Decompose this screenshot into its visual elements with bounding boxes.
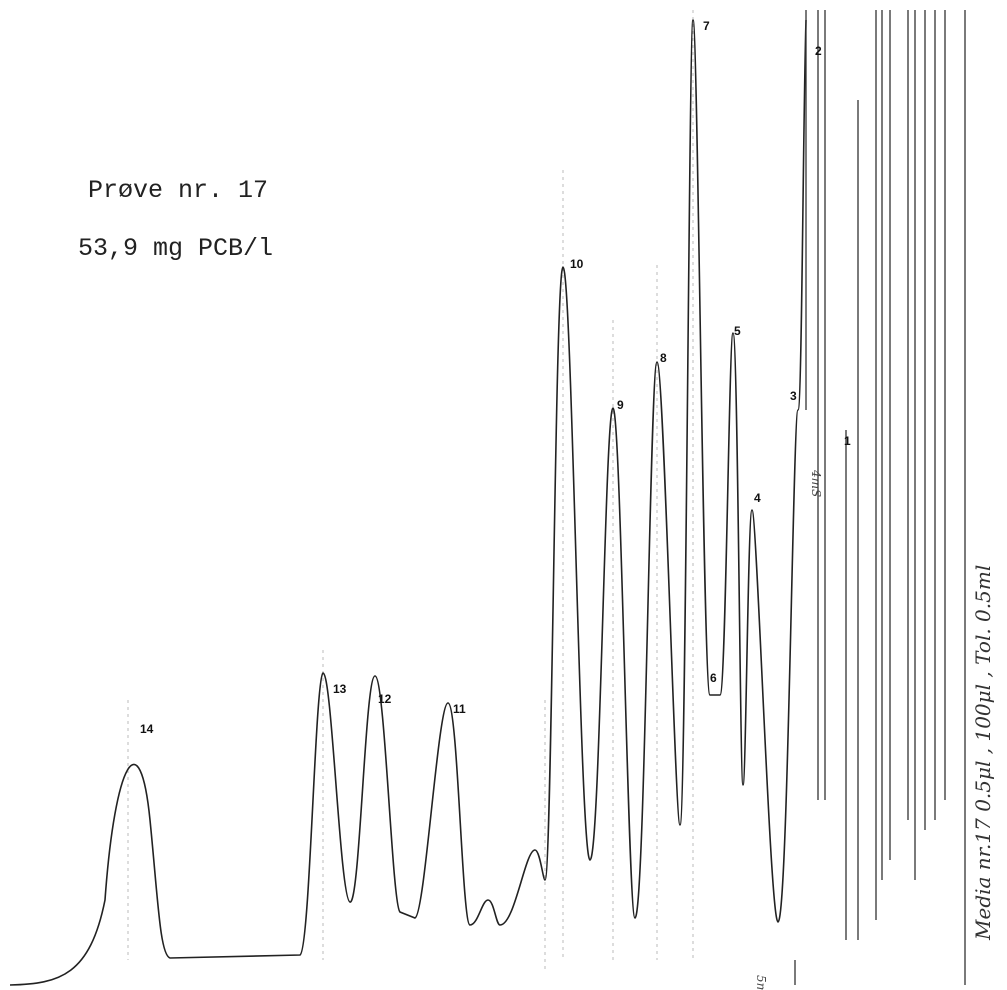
overloaded-peaks <box>805 10 966 985</box>
handwritten-note: Media nr.17 0.5μl , 100μl , Tol. 0.5ml <box>971 565 995 941</box>
peak-label: 7 <box>703 19 710 33</box>
guide-lines <box>127 10 694 970</box>
scale-note: 5mV <box>754 975 768 990</box>
peak-label: 12 <box>378 692 392 706</box>
peak-label: 14 <box>140 722 154 736</box>
peak-label: 6 <box>710 671 717 685</box>
peak-label: 8 <box>660 351 667 365</box>
peak-label: 11 <box>453 702 466 716</box>
peak-label: 3 <box>790 389 797 403</box>
sample-concentration: 53,9 mg PCB/l <box>78 234 273 263</box>
peak-label: 4 <box>754 491 761 505</box>
time-note: 4mS <box>809 469 823 497</box>
peak-label: 9 <box>617 398 624 412</box>
peak-labels: 1 2 3 4 5 6 7 8 9 10 11 12 13 14 <box>140 19 851 736</box>
sample-title: Prøve nr. 17 <box>88 176 268 205</box>
peak-label: 10 <box>570 257 584 271</box>
chromatogram-trace <box>9 19 807 986</box>
peak-label: 1 <box>844 434 851 448</box>
peak-label: 2 <box>815 44 822 58</box>
peak-label: 13 <box>333 682 347 696</box>
peak-label: 5 <box>734 324 741 338</box>
